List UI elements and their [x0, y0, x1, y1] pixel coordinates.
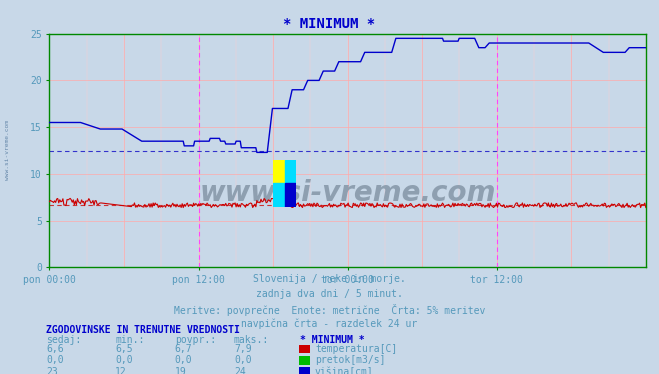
Text: www.si-vreme.com: www.si-vreme.com: [5, 120, 11, 180]
Text: 6,6: 6,6: [46, 344, 64, 354]
Text: Meritve: povprečne  Enote: metrične  Črta: 5% meritev: Meritve: povprečne Enote: metrične Črta:…: [174, 304, 485, 316]
Text: ZGODOVINSKE IN TRENUTNE VREDNOSTI: ZGODOVINSKE IN TRENUTNE VREDNOSTI: [46, 325, 240, 335]
Text: navpična črta - razdelek 24 ur: navpična črta - razdelek 24 ur: [241, 319, 418, 329]
Text: 0,0: 0,0: [46, 355, 64, 365]
Text: Slovenija / reke in morje.: Slovenija / reke in morje.: [253, 274, 406, 284]
Text: * MINIMUM *: * MINIMUM *: [283, 17, 376, 31]
Text: 6,7: 6,7: [175, 344, 192, 354]
Bar: [285, 160, 296, 183]
Bar: [273, 160, 285, 183]
Text: * MINIMUM *: * MINIMUM *: [300, 335, 364, 346]
Text: 0,0: 0,0: [175, 355, 192, 365]
Bar: [273, 183, 285, 206]
Text: 23: 23: [46, 367, 58, 374]
Text: 0,0: 0,0: [115, 355, 133, 365]
Text: 24: 24: [234, 367, 246, 374]
Text: maks.:: maks.:: [234, 335, 269, 346]
Text: povpr.:: povpr.:: [175, 335, 215, 346]
Text: 19: 19: [175, 367, 186, 374]
Text: sedaj:: sedaj:: [46, 335, 81, 346]
Text: pretok[m3/s]: pretok[m3/s]: [315, 355, 386, 365]
Text: 0,0: 0,0: [234, 355, 252, 365]
Text: 7,9: 7,9: [234, 344, 252, 354]
Text: 12: 12: [115, 367, 127, 374]
Text: višina[cm]: višina[cm]: [315, 367, 374, 374]
Bar: [285, 183, 296, 206]
Text: min.:: min.:: [115, 335, 145, 346]
Text: temperatura[C]: temperatura[C]: [315, 344, 397, 354]
Text: www.si-vreme.com: www.si-vreme.com: [200, 179, 496, 206]
Text: 6,5: 6,5: [115, 344, 133, 354]
Text: zadnja dva dni / 5 minut.: zadnja dva dni / 5 minut.: [256, 289, 403, 299]
